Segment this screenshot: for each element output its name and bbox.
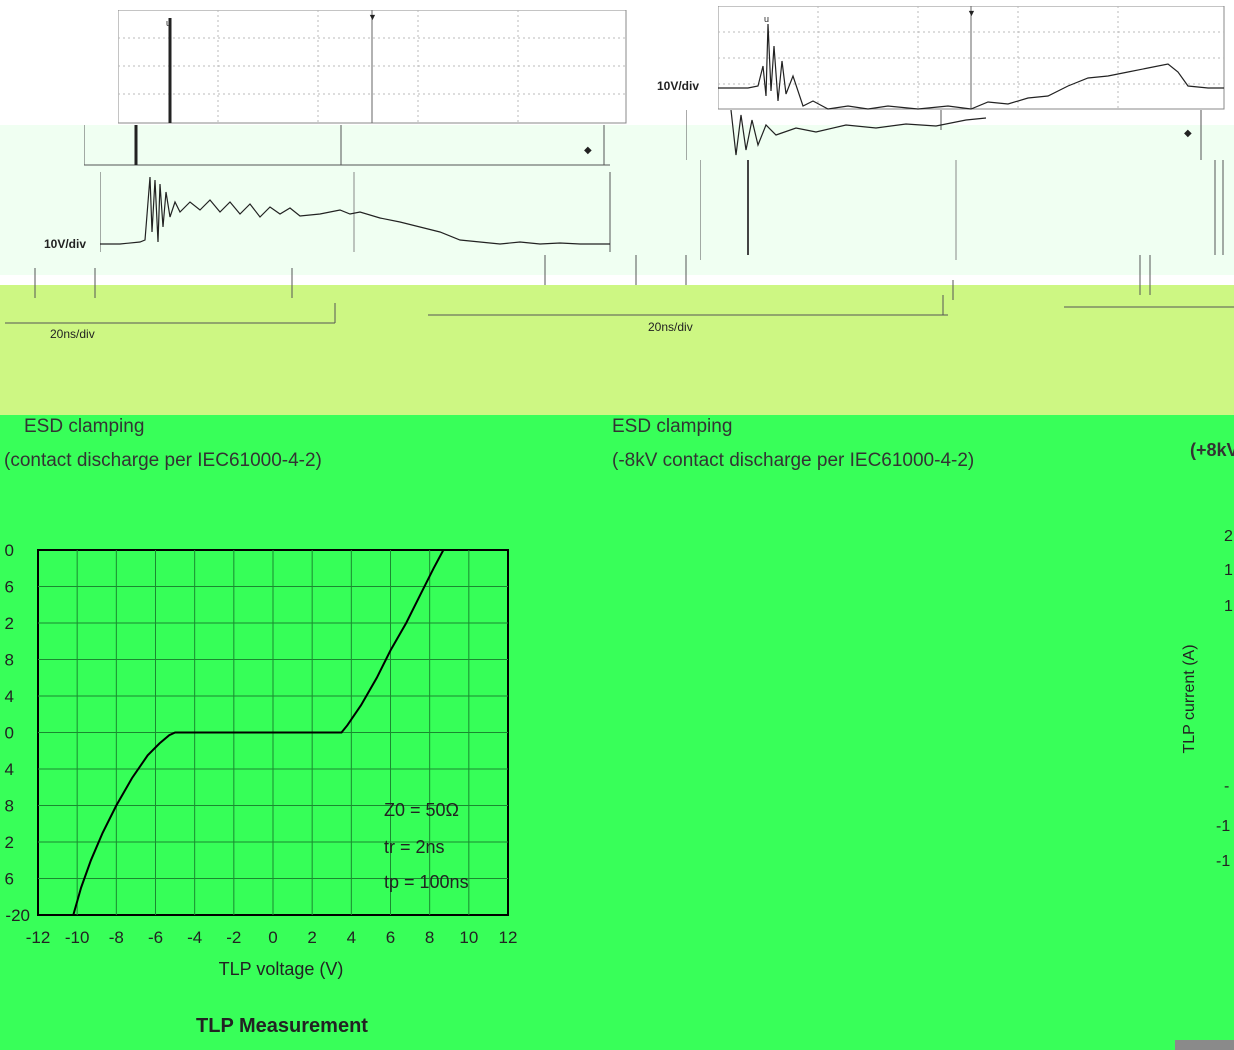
scope-right-top: u ▼: [718, 6, 1225, 110]
x-tick-label: -10: [65, 928, 90, 947]
tlp-curve: [72, 549, 445, 916]
y-tick-label: 2: [5, 833, 14, 852]
right-axis-tick-4: -1: [1216, 818, 1231, 835]
caption-right-fragment: (+8kV: [1190, 440, 1234, 460]
x-tick-label: 2: [307, 928, 316, 947]
y-tick-label: 0: [5, 724, 14, 743]
x-tick-label: -6: [148, 928, 163, 947]
x-tick-labels: -12 -10 -8 -6 -4 -2 0 2 4 6 8 10 12: [26, 928, 518, 947]
scope-right-bottom: [428, 255, 1234, 316]
scope-left-wave: [100, 172, 611, 252]
y-tick-label: 4: [5, 687, 14, 706]
scope-left-mid: ◆: [84, 125, 610, 166]
annotation-tr: tr = 2ns: [384, 837, 445, 857]
right-axis-tick-5: -1: [1216, 853, 1231, 870]
annotation-z0: Z0 = 50Ω: [384, 800, 459, 820]
lime-band: [0, 285, 1234, 415]
svg-text:▼: ▼: [368, 12, 377, 22]
x-tick-label: -2: [226, 928, 241, 947]
x-tick-label: 0: [268, 928, 277, 947]
y-tick-label: -20: [5, 906, 30, 925]
right-axis-tick-3: -: [1224, 778, 1230, 795]
green-band-caption: [0, 415, 1234, 475]
svg-text:u: u: [166, 18, 171, 28]
x-tick-label: 6: [386, 928, 395, 947]
scope-left-top: u ▼: [118, 10, 627, 124]
right-axis-tick-1: 1: [1224, 562, 1233, 579]
right-axis-ylabel: TLP current (A): [1181, 644, 1198, 754]
scope-left-tdiv: 20ns/div: [50, 327, 95, 341]
scope-left-vdiv: 10V/div: [44, 237, 87, 251]
caption-left-subtitle: (contact discharge per IEC61000-4-2): [4, 450, 322, 471]
scope-left-bottom: [5, 268, 336, 324]
scope-right-lower: [700, 160, 1224, 260]
x-tick-label: 12: [499, 928, 518, 947]
chart-title: TLP Measurement: [196, 1015, 368, 1037]
scope-right-vdiv: 10V/div: [657, 79, 700, 93]
x-axis-label: TLP voltage (V): [219, 959, 344, 979]
scope-left-marker: ◆: [584, 145, 592, 156]
caption-left-title: ESD clamping: [24, 416, 145, 437]
y-tick-label: 4: [5, 760, 14, 779]
right-axis-tick-2: 1: [1224, 598, 1233, 615]
svg-text:▼: ▼: [967, 8, 976, 18]
x-tick-label: 10: [459, 928, 478, 947]
y-tick-label: 8: [5, 797, 14, 816]
y-tick-label: 2: [5, 614, 14, 633]
x-tick-label: 8: [425, 928, 434, 947]
gray-corner: [1175, 1040, 1234, 1050]
y-tick-label: 0: [5, 541, 14, 560]
x-tick-label: -12: [26, 928, 51, 947]
scope-right-marker: ◆: [1184, 128, 1192, 139]
scope-right-mid: ◆: [686, 110, 1202, 160]
caption-right-title: ESD clamping: [612, 416, 733, 437]
scope-right-tdiv: 20ns/div: [648, 320, 693, 334]
caption-right-subtitle: (-8kV contact discharge per IEC61000-4-2…: [612, 450, 975, 471]
x-tick-label: 4: [347, 928, 356, 947]
svg-text:u: u: [764, 14, 769, 24]
pale-band: [0, 125, 1234, 275]
y-tick-label: 8: [5, 651, 14, 670]
y-tick-labels: -20 6 2 8 4 0 4 8 2 6 0: [5, 541, 30, 925]
right-axis-tick-0: 2: [1224, 528, 1233, 545]
x-tick-label: -8: [109, 928, 124, 947]
x-tick-label: -4: [187, 928, 202, 947]
annotation-tp: tp = 100ns: [384, 872, 469, 892]
y-tick-label: 6: [5, 578, 14, 597]
y-tick-label: 6: [5, 870, 14, 889]
